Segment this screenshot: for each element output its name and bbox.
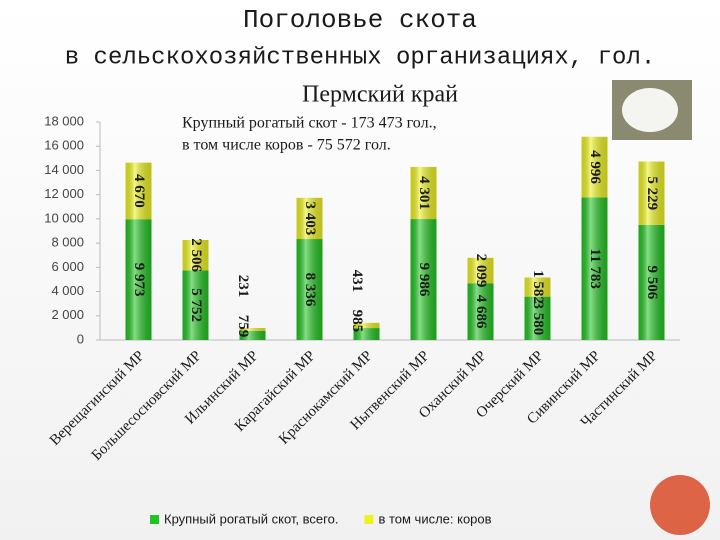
bar-shine [353, 322, 380, 329]
chart-title: Поголовье скота [243, 5, 477, 35]
annotation: в том числе коров - 75 572 гол. [182, 137, 391, 154]
value-label: 985 [349, 310, 365, 333]
bar-shine [182, 270, 209, 340]
bar-shine [125, 162, 152, 220]
value-label: 231 [235, 275, 251, 298]
bar-shine [353, 328, 380, 340]
photo-detail [622, 88, 678, 132]
value-label: 11 783 [587, 248, 603, 288]
bar-shine [410, 166, 437, 220]
bar-shine [239, 328, 266, 331]
y-tick-label: 14 000 [44, 162, 84, 177]
value-label: 8 336 [302, 273, 318, 307]
bar-shine [524, 277, 551, 297]
y-tick-label: 18 000 [44, 113, 84, 128]
bar-shine [581, 197, 608, 340]
annotation: Крупный рогатый скот - 173 473 гол., [182, 115, 437, 132]
value-label: 5 752 [188, 288, 204, 322]
bar-shine [467, 257, 494, 284]
bar-shine [467, 283, 494, 340]
bar-shine [638, 224, 665, 340]
value-label: 4 996 [587, 150, 603, 184]
chart-subtitle: Пермский край [302, 82, 458, 108]
bar-shine [410, 219, 437, 340]
value-label: 3 403 [302, 202, 318, 236]
value-label: 3 580 [530, 301, 546, 335]
legend-swatch [364, 515, 374, 524]
y-tick-label: 6 000 [51, 259, 84, 274]
value-label: 9 986 [416, 263, 432, 297]
bar-shine [125, 219, 152, 340]
bar-shine [182, 239, 209, 271]
value-label: 2 506 [188, 238, 204, 272]
y-tick-label: 16 000 [44, 138, 84, 153]
value-label: 4 686 [473, 295, 489, 329]
y-tick-label: 10 000 [44, 210, 84, 225]
bar-shine [239, 330, 266, 340]
value-label: 4 670 [131, 174, 147, 208]
value-label: 9 506 [644, 266, 660, 300]
y-tick-label: 4 000 [51, 283, 84, 298]
value-label: 4 301 [416, 176, 432, 210]
bar-shine [296, 239, 323, 340]
y-tick-label: 0 [77, 331, 84, 346]
chart-title: в сельскохозяйственных организациях, гол… [65, 44, 656, 71]
value-label: 759 [235, 315, 251, 338]
y-tick-label: 2 000 [51, 307, 84, 322]
legend-label: Крупный рогатый скот, всего. [164, 511, 338, 526]
legend-swatch [150, 515, 159, 524]
value-label: 5 229 [644, 176, 660, 210]
value-label: 2 099 [473, 254, 489, 288]
y-tick-label: 12 000 [44, 186, 84, 201]
bar-shine [524, 296, 551, 340]
y-tick-label: 8 000 [51, 235, 84, 250]
value-label: 1 582 [530, 270, 546, 304]
legend-label: в том числе: коров [378, 511, 491, 526]
value-label: 431 [349, 270, 365, 293]
value-label: 9 973 [131, 263, 147, 297]
bar-shine [638, 161, 665, 225]
decoration [650, 475, 710, 535]
bar-shine [581, 136, 608, 198]
bar-shine [296, 197, 323, 240]
